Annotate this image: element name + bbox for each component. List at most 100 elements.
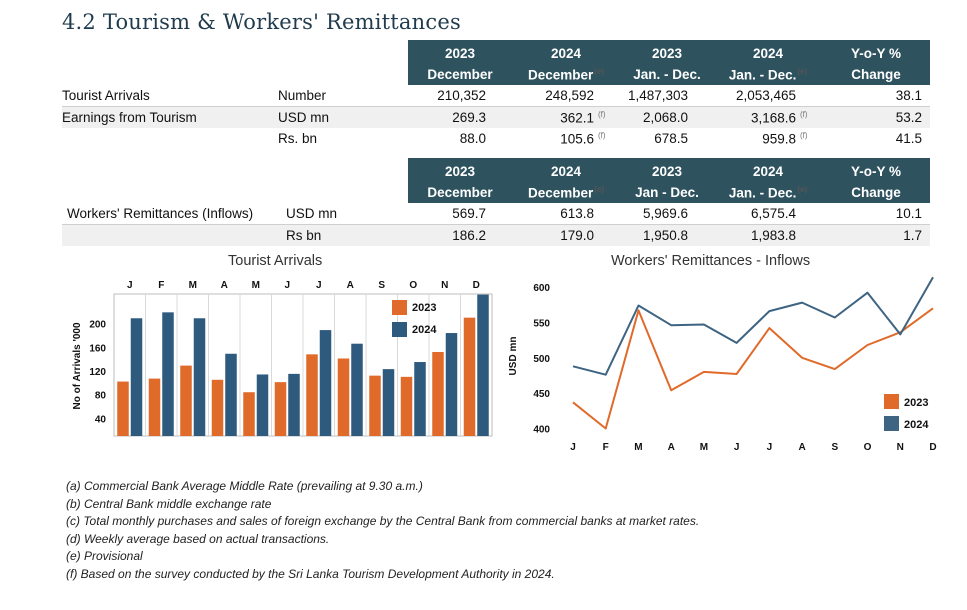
remittances-chart: J F M A M J J A S O N D 400 450 500 550 600 USD mn 2023 202… — [508, 276, 937, 453]
legend-swatch-2024 — [392, 322, 407, 337]
t2-h0-period: December — [427, 185, 493, 200]
x-tick-label: M — [700, 442, 708, 453]
t1-row-unit: Number — [278, 88, 327, 103]
t1-row-unit: USD mn — [278, 110, 330, 125]
t1-cell-value: 38.1 — [895, 88, 922, 103]
tourist-chart-title: Tourist Arrivals — [228, 253, 323, 269]
x-tick-label: J — [284, 280, 290, 291]
x-tick-label: A — [221, 280, 228, 291]
x-tick-label: A — [798, 442, 805, 453]
bar-2024 — [382, 369, 395, 436]
tourist-arrivals-chart: J F M A M J J A S O N D 40 80 120 160 200 No of Arrivals … — [72, 280, 493, 437]
legend-label: 2023 — [904, 397, 928, 409]
bar-2024 — [130, 318, 143, 436]
t1-cell-value: 2,053,465 — [735, 88, 796, 103]
t1-cell-value: 3,168.6 — [750, 110, 796, 126]
t1-h1-period: December — [527, 67, 594, 83]
t2-cell-value: 5,969.6 — [642, 206, 688, 221]
bar-2023 — [274, 382, 287, 436]
bar-2023 — [117, 381, 129, 436]
x-tick-label: D — [473, 280, 480, 291]
bar-2023 — [306, 354, 318, 436]
t1-cell-value: 88.0 — [459, 131, 486, 146]
x-tick-label: N — [897, 442, 904, 453]
bar-2023 — [369, 375, 381, 436]
x-tick-label: J — [767, 442, 773, 453]
t2-h2-year: 2023 — [620, 158, 714, 182]
t2-cell-value: 1,950.8 — [642, 228, 688, 243]
line-2023 — [572, 307, 934, 430]
x-tick-label: F — [158, 280, 164, 291]
t2-h3-period: Jan. - Dec. — [728, 185, 797, 201]
t2-h1-period: December — [527, 185, 594, 201]
legend-label: 2023 — [412, 302, 436, 314]
note-e: (e) Provisional — [66, 549, 143, 563]
t2-h0-year: 2023 — [408, 158, 512, 182]
t2-cell-value: 1,983.8 — [750, 228, 796, 243]
t2-h3-year: 2024 — [714, 158, 822, 182]
note-a: (a) Commercial Bank Average Middle Rate … — [66, 479, 423, 493]
remittances-table: 2023 2024 2023 2024 Y-o-Y % December Dec… — [62, 158, 930, 246]
t2-h2-period: Jan - Dec. — [635, 185, 699, 200]
t1-h0-period: December — [427, 67, 493, 82]
t1-cell-value: 269.3 — [452, 110, 486, 125]
x-tick-label: J — [734, 442, 740, 453]
t2-cell-value: 6,575.4 — [750, 206, 796, 221]
x-tick-label: J — [570, 442, 576, 453]
t1-h4-period: Change — [851, 67, 901, 82]
x-tick-label: S — [378, 280, 385, 291]
remittance-chart-title: Workers' Remittances - Inflows — [611, 253, 811, 269]
t1-cell-value: 105.6 — [560, 131, 594, 147]
note-d: (d) Weekly average based on actual trans… — [66, 531, 330, 546]
t1-h1-sup: (e) — [594, 66, 605, 76]
bar-2023 — [211, 379, 224, 436]
x-tick-label: M — [252, 280, 260, 291]
y-tick-label: 450 — [533, 389, 550, 400]
bar-2024 — [351, 343, 363, 436]
t1-cell-value: 2,068.0 — [642, 110, 688, 125]
x-tick-label: M — [189, 280, 197, 291]
bar-2024 — [288, 373, 300, 436]
t1-h3-year: 2024 — [714, 40, 822, 64]
y-tick-label: 500 — [533, 354, 550, 365]
note-c: (c) Total monthly purchases and sales of… — [66, 514, 700, 528]
t1-cell-footnote: (f) — [598, 130, 606, 140]
t2-row: Workers' Remittances (Inflows) USD mn 569.… — [62, 203, 930, 225]
x-tick-label: O — [864, 442, 872, 453]
t1-row-label: Earnings from Tourism — [62, 110, 197, 125]
t1-h2-year: 2023 — [620, 40, 714, 64]
t1-h4-year: Y-o-Y % — [822, 40, 930, 64]
t1-row: Tourist Arrivals Number 210,352 248,592 1,48… — [62, 85, 930, 107]
x-tick-label: N — [441, 280, 448, 291]
line-2024 — [572, 276, 934, 376]
bar-2023 — [148, 378, 161, 436]
footnotes: (a) Commercial Bank Average Middle Rate … — [66, 478, 699, 583]
t2-cell-value: 186.2 — [452, 228, 486, 243]
bar-2023 — [463, 317, 476, 436]
x-tick-label: S — [831, 442, 838, 453]
note-b: (b) Central Bank middle exchange rate — [66, 496, 272, 511]
t1-row-label: Tourist Arrivals — [62, 88, 150, 103]
t1-cell-footnote: (f) — [800, 130, 808, 140]
y-tick-label: 80 — [95, 391, 107, 402]
t2-cell-value: 10.1 — [895, 206, 922, 221]
bar-2023 — [432, 351, 444, 436]
note-f: (f) Based on the survey conducted by the… — [66, 566, 555, 581]
t2-cell-value: 613.8 — [560, 206, 594, 221]
t2-row-label: Workers' Remittances (Inflows) — [67, 206, 254, 221]
t1-h2-period: Jan. - Dec. — [633, 67, 701, 82]
t2-h4-period: Change — [851, 185, 901, 200]
y-tick-label: 400 — [533, 424, 550, 435]
t2-row-unit: Rs bn — [286, 228, 322, 243]
x-tick-label: F — [603, 442, 609, 453]
x-tick-label: J — [316, 280, 322, 291]
t1-row-unit: Rs. bn — [278, 131, 318, 146]
legend-label: 2024 — [412, 324, 437, 336]
tourism-table: 2023 2024 2023 2024 Y-o-Y % December Dec… — [62, 40, 930, 149]
x-tick-label: J — [127, 280, 133, 291]
t1-cell-value: 210,352 — [437, 88, 486, 103]
t1-row: Earnings from Tourism USD mn 269.3 362.1 (f)… — [62, 106, 930, 128]
t2-h1-sup: (e) — [594, 184, 605, 194]
t1-cell-value: 362.1 — [560, 110, 594, 126]
t1-h1-year: 2024 — [512, 40, 620, 64]
